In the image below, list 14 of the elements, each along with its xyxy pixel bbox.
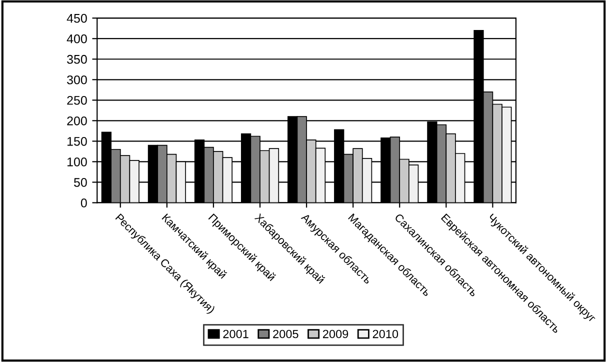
y-tick-label: 100 [67,157,87,166]
y-tick-label: 50 [74,178,87,187]
legend-label: 2010 [372,330,398,338]
y-tick-label: 200 [67,116,87,126]
legend-label: 2001 [223,330,248,338]
legend-label: 2009 [322,330,348,338]
y-tick-label: 400 [66,34,87,44]
y-tick-label: 0 [80,198,87,208]
legend-label: 2005 [273,330,298,338]
y-tick-label: 350 [67,54,87,64]
y-tick-label: 250 [67,96,87,105]
y-tick-label: 300 [67,75,87,84]
y-tick-label: 450 [66,14,87,23]
y-tick-label: 150 [67,136,87,146]
